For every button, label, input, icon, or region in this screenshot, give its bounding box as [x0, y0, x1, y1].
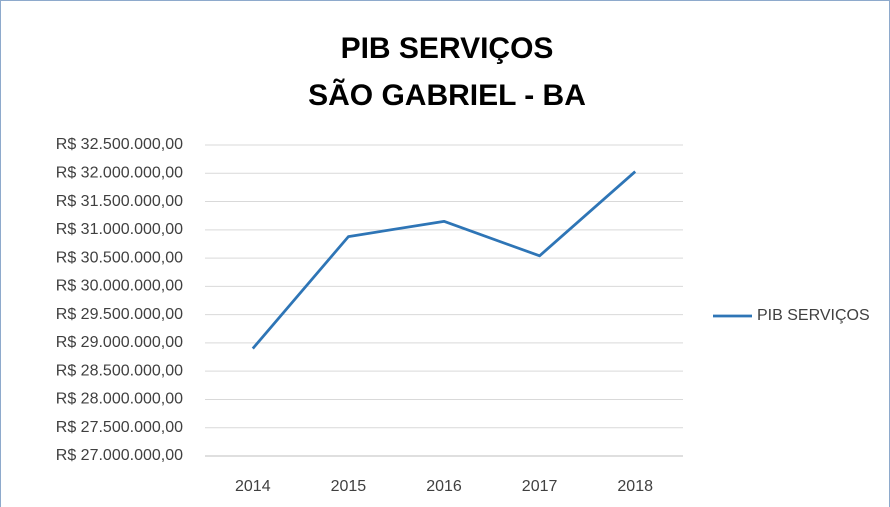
y-tick-label: R$ 31.500.000,00 — [56, 193, 183, 210]
y-tick-label: R$ 32.000.000,00 — [56, 164, 183, 181]
y-tick-label: R$ 27.000.000,00 — [56, 447, 183, 464]
data-line — [251, 170, 637, 350]
chart-title: PIB SERVIÇOS — [341, 32, 554, 65]
x-tick-label: 2016 — [426, 478, 462, 495]
x-tick-label: 2014 — [235, 478, 271, 495]
y-tick-label: R$ 32.500.000,00 — [56, 136, 183, 153]
y-tick-label: R$ 27.500.000,00 — [56, 419, 183, 436]
chart-title: SÃO GABRIEL - BA — [308, 78, 586, 112]
x-tick-label: 2018 — [617, 478, 653, 495]
y-tick-label: R$ 28.500.000,00 — [56, 362, 183, 379]
y-tick-label: R$ 28.000.000,00 — [56, 391, 183, 408]
y-tick-label: R$ 31.000.000,00 — [56, 221, 183, 238]
y-tick-label: R$ 29.000.000,00 — [56, 334, 183, 351]
y-tick-label: R$ 29.500.000,00 — [56, 306, 183, 323]
legend-label: PIB SERVIÇOS — [757, 307, 870, 324]
x-tick-label: 2017 — [522, 478, 558, 495]
y-tick-label: R$ 30.500.000,00 — [56, 249, 183, 266]
x-tick-label: 2015 — [331, 478, 367, 495]
y-tick-label: R$ 30.000.000,00 — [56, 278, 183, 295]
